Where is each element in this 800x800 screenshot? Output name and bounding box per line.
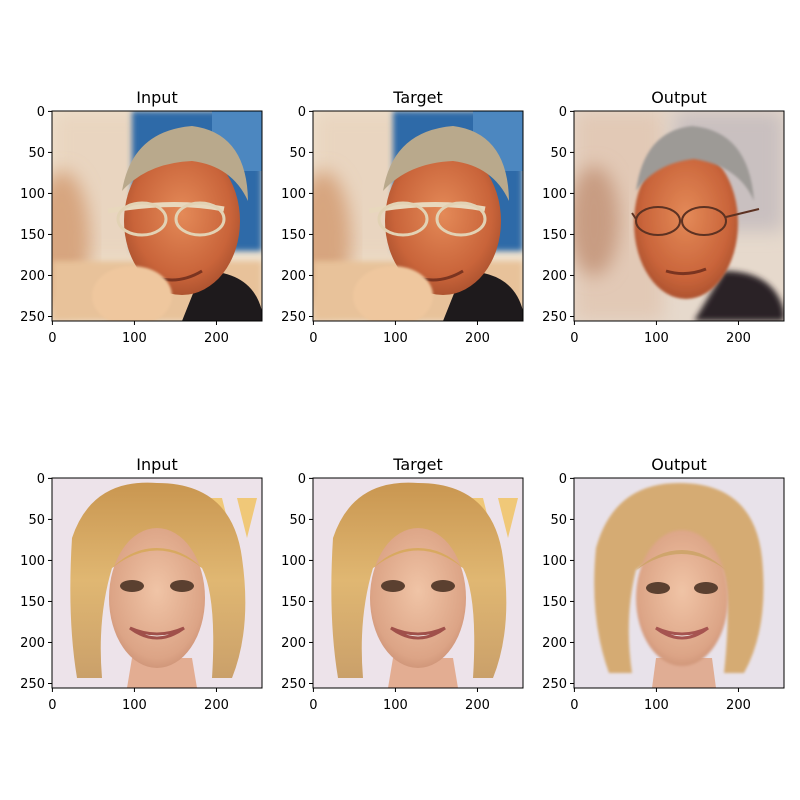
title-output-row-1: Output	[651, 88, 707, 107]
x-tick-label: 0	[309, 698, 317, 713]
x-tick-label: 100	[383, 331, 408, 346]
x-tick-label: 200	[204, 698, 229, 713]
y-tick-label: 250	[281, 310, 306, 325]
y-tick-label: 200	[542, 636, 567, 651]
x-tick-label: 0	[309, 331, 317, 346]
x-tick-label: 100	[122, 698, 147, 713]
x-tick-label: 0	[48, 331, 56, 346]
y-tick-label: 0	[559, 472, 567, 487]
panel-input-row-1: 0 50 100 150 200 250 0 100 200	[20, 105, 263, 346]
y-tick-label: 0	[298, 105, 306, 120]
y-tick-label: 50	[28, 513, 45, 528]
row-1: 0 50 100 150 200 250 0 100 200 0	[20, 105, 785, 346]
man-image-output	[574, 111, 784, 321]
y-tick-label: 250	[20, 310, 45, 325]
y-tick-label: 50	[289, 513, 306, 528]
y-tick-label: 100	[542, 187, 567, 202]
woman-image-target	[313, 478, 523, 688]
x-tick-label: 100	[644, 698, 669, 713]
x-tick-label: 100	[122, 331, 147, 346]
y-tick-label: 200	[281, 269, 306, 284]
title-target-row-2: Target	[392, 455, 443, 474]
y-tick-label: 0	[298, 472, 306, 487]
y-tick-label: 100	[20, 554, 45, 569]
y-tick-label: 0	[37, 472, 45, 487]
x-tick-label: 100	[383, 698, 408, 713]
panel-output-row-2: 0 50 100 150 200 250 0 100 200	[542, 472, 785, 713]
y-tick-label: 100	[20, 187, 45, 202]
panel-output-row-1: 0 50 100 150 200 250 0 100 200	[542, 105, 785, 346]
woman-image-output	[574, 478, 784, 688]
title-input-row-1: Input	[136, 88, 177, 107]
y-tick-label: 150	[542, 228, 567, 243]
y-tick-label: 200	[542, 269, 567, 284]
x-tick-label: 200	[726, 698, 751, 713]
man-image-target	[313, 111, 523, 321]
y-tick-label: 200	[20, 269, 45, 284]
panel-target-row-2: 0 50 100 150 200 250 0 100 200	[281, 472, 524, 713]
y-tick-label: 0	[559, 105, 567, 120]
x-tick-label: 0	[48, 698, 56, 713]
y-tick-label: 150	[20, 595, 45, 610]
y-tick-label: 100	[542, 554, 567, 569]
row-2: 0 50 100 150 200 250 0 100 200 0 50 100 150 200 250 …	[20, 472, 785, 713]
title-input-row-2: Input	[136, 455, 177, 474]
y-tick-label: 150	[281, 595, 306, 610]
panel-target-row-1: 0 50 100 150 200 250 0 100 200	[281, 105, 524, 346]
y-tick-label: 50	[289, 146, 306, 161]
y-tick-label: 100	[281, 187, 306, 202]
y-tick-label: 100	[281, 554, 306, 569]
x-tick-label: 100	[644, 331, 669, 346]
y-tick-label: 200	[281, 636, 306, 651]
y-tick-label: 250	[20, 677, 45, 692]
man-image-input	[52, 111, 262, 321]
x-tick-label: 200	[726, 331, 751, 346]
x-tick-label: 200	[204, 331, 229, 346]
y-tick-label: 50	[550, 513, 567, 528]
y-tick-label: 50	[550, 146, 567, 161]
y-tick-label: 250	[542, 677, 567, 692]
x-tick-label: 200	[465, 698, 490, 713]
panel-input-row-2: 0 50 100 150 200 250 0 100 200	[20, 472, 263, 713]
title-target-row-1: Target	[392, 88, 443, 107]
x-tick-label: 200	[465, 331, 490, 346]
y-tick-label: 200	[20, 636, 45, 651]
y-tick-label: 250	[281, 677, 306, 692]
y-tick-label: 0	[37, 105, 45, 120]
y-tick-label: 150	[281, 228, 306, 243]
y-tick-label: 150	[20, 228, 45, 243]
y-tick-label: 150	[542, 595, 567, 610]
x-tick-label: 0	[570, 331, 578, 346]
x-tick-label: 0	[570, 698, 578, 713]
title-output-row-2: Output	[651, 455, 707, 474]
woman-image-input	[52, 478, 262, 688]
y-tick-label: 50	[28, 146, 45, 161]
y-tick-label: 250	[542, 310, 567, 325]
